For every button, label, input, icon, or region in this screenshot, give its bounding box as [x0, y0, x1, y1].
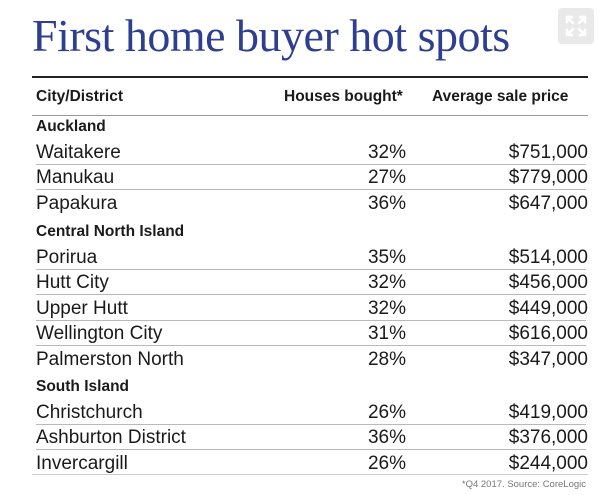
table-row: Manukau 27% $779,000	[36, 165, 588, 191]
column-header-price: Average sale price	[432, 88, 569, 105]
header-divider	[32, 115, 588, 116]
expand-icon	[565, 15, 587, 37]
region-heading: Central North Island	[36, 223, 185, 240]
average-price-cell: $779,000	[508, 167, 588, 189]
houses-bought-cell: 35%	[367, 247, 406, 268]
city-cell: Porirua	[36, 247, 98, 268]
city-cell: Papakura	[36, 192, 118, 214]
city-cell: Invercargill	[36, 452, 128, 474]
city-cell: Christchurch	[36, 402, 143, 423]
city-cell: Ashburton District	[36, 427, 186, 449]
city-cell: Upper Hutt	[36, 297, 128, 319]
row-divider	[36, 189, 586, 191]
houses-bought-cell: 26%	[367, 402, 406, 423]
houses-bought-cell: 36%	[367, 427, 406, 449]
row-divider	[36, 319, 586, 321]
column-header-city: City/District	[36, 88, 123, 105]
row-divider	[36, 345, 586, 347]
houses-bought-cell: 32%	[367, 297, 406, 319]
expand-button[interactable]	[558, 8, 594, 44]
city-cell: Manukau	[36, 167, 115, 189]
row-divider	[36, 294, 586, 296]
region-heading: South Island	[36, 378, 129, 395]
average-price-cell: $347,000	[508, 348, 588, 370]
row-divider	[36, 269, 586, 270]
table-row: Palmerston North 28% $347,000	[36, 347, 588, 372]
table-row: Papakura 36% $647,000	[36, 191, 588, 216]
column-header-houses: Houses bought*	[284, 88, 403, 105]
bottom-divider	[32, 474, 588, 475]
average-price-cell: $751,000	[508, 142, 588, 163]
table-row: Waitakere 32% $751,000	[36, 140, 588, 165]
source-footnote: *Q4 2017. Source: CoreLogic	[461, 479, 586, 490]
city-cell: Palmerston North	[36, 348, 184, 370]
row-divider	[36, 424, 586, 425]
houses-bought-cell: 36%	[367, 192, 406, 214]
average-price-cell: $647,000	[508, 192, 588, 214]
row-divider	[36, 164, 586, 165]
city-cell: Wellington City	[36, 323, 163, 345]
average-price-cell: $419,000	[508, 402, 588, 423]
average-price-cell: $449,000	[508, 297, 588, 319]
city-cell: Waitakere	[36, 142, 121, 163]
row-divider	[36, 449, 586, 451]
table-row: Hutt City 32% $456,000	[36, 270, 588, 296]
table-row: Invercargill 26% $244,000	[36, 451, 588, 476]
table-row: Christchurch 26% $419,000	[36, 400, 588, 425]
average-price-cell: $514,000	[508, 247, 588, 268]
average-price-cell: $616,000	[508, 323, 588, 345]
title-divider	[32, 76, 588, 78]
table-row: Wellington City 31% $616,000	[36, 321, 588, 347]
houses-bought-cell: 28%	[367, 348, 406, 370]
table-row: Upper Hutt 32% $449,000	[36, 296, 588, 321]
region-heading: Auckland	[36, 118, 106, 135]
average-price-cell: $244,000	[508, 452, 588, 474]
table-row: Porirua 35% $514,000	[36, 245, 588, 270]
houses-bought-cell: 32%	[367, 142, 406, 163]
houses-bought-cell: 31%	[367, 323, 406, 345]
table-row: Ashburton District 36% $376,000	[36, 425, 588, 451]
city-cell: Hutt City	[36, 272, 109, 294]
page-title: First home buyer hot spots	[32, 10, 510, 61]
houses-bought-cell: 27%	[367, 167, 406, 189]
houses-bought-cell: 32%	[367, 272, 406, 294]
average-price-cell: $456,000	[508, 272, 588, 294]
houses-bought-cell: 26%	[367, 452, 406, 474]
average-price-cell: $376,000	[508, 427, 588, 449]
